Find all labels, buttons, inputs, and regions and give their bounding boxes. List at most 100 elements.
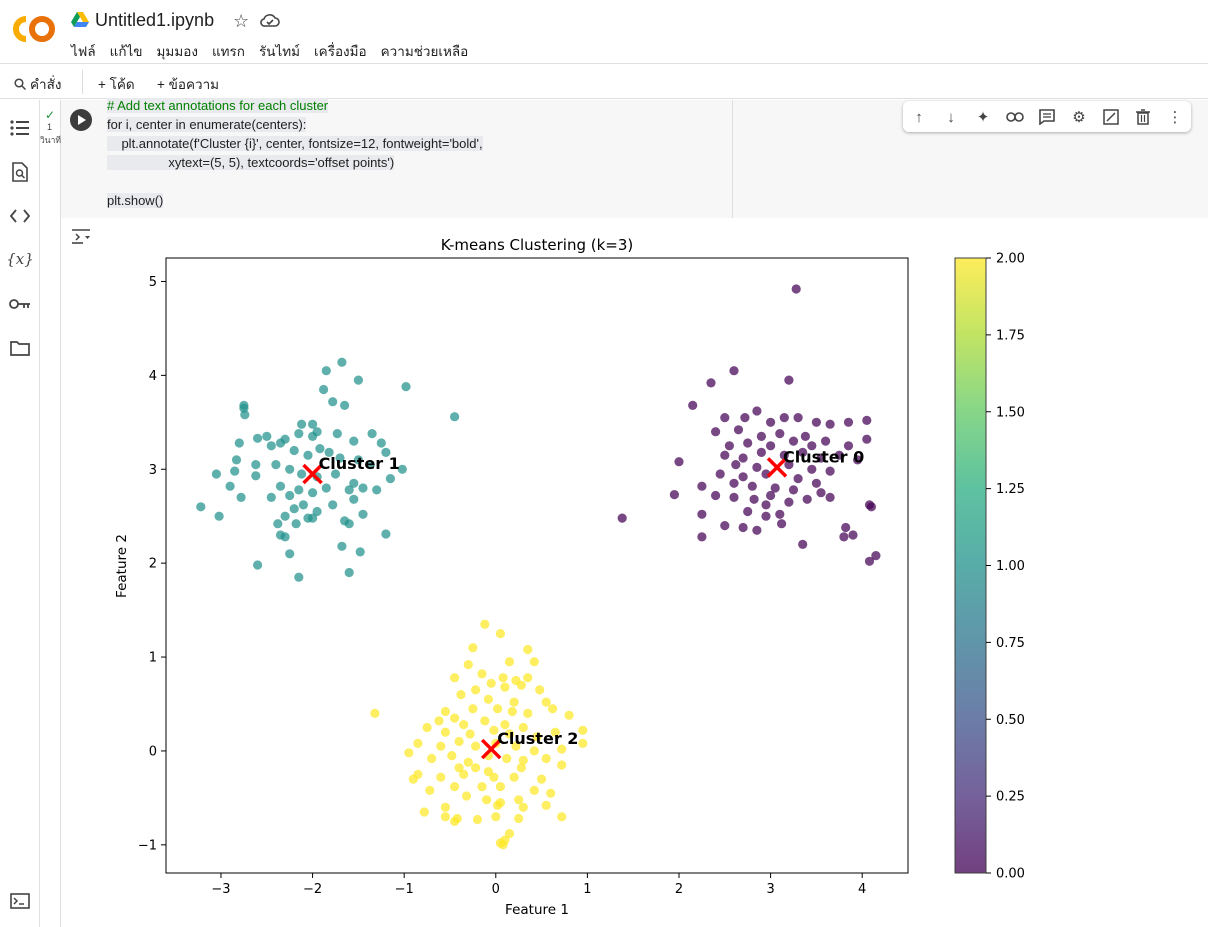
star-icon[interactable]: ☆ [233, 11, 250, 31]
point-cluster-0 [853, 455, 863, 465]
point-cluster-0 [706, 378, 716, 388]
menu-view[interactable]: มุมมอง [156, 44, 198, 59]
menu-file[interactable]: ไฟล์ [71, 44, 96, 59]
point-cluster-2 [523, 644, 533, 655]
point-cluster-0 [862, 415, 872, 425]
point-cluster-2 [436, 772, 446, 782]
colorbar-tick-label: 0.50 [996, 713, 1025, 728]
notebook-title[interactable]: Untitled1.ipynb [95, 10, 215, 30]
point-cluster-0 [738, 472, 748, 482]
point-cluster-1 [353, 455, 363, 465]
point-cluster-1 [319, 384, 329, 395]
point-cluster-0 [839, 532, 849, 542]
search-icon [14, 78, 26, 90]
y-axis-label: Feature 2 [114, 534, 130, 598]
point-cluster-1 [211, 469, 221, 479]
point-cluster-0 [711, 427, 721, 437]
colorbar-tick-label: 1.25 [996, 482, 1025, 497]
point-cluster-2 [450, 816, 460, 827]
point-cluster-1 [328, 500, 338, 510]
point-cluster-0 [743, 506, 753, 517]
menu-tools[interactable]: เครื่องมือ [314, 44, 367, 59]
point-cluster-0 [798, 539, 808, 549]
point-cluster-0 [749, 494, 759, 504]
gear-icon[interactable]: ⚙ [1072, 109, 1086, 126]
more-options-icon[interactable]: ⋮ [1167, 109, 1183, 126]
point-cluster-2 [557, 812, 567, 822]
x-tick-label: 1 [583, 882, 591, 897]
point-cluster-0 [775, 429, 785, 439]
point-cluster-1 [397, 464, 407, 474]
delete-icon[interactable] [1133, 107, 1153, 127]
code-editor[interactable]: # Add text annotations for each cluster … [100, 98, 732, 218]
point-cluster-1 [271, 460, 281, 470]
add-code-button[interactable]: + โค้ด [98, 73, 135, 95]
point-cluster-2 [493, 800, 503, 811]
point-cluster-2 [504, 657, 515, 667]
find-replace-icon[interactable] [9, 161, 31, 183]
point-cluster-1 [337, 541, 347, 551]
point-cluster-2 [413, 738, 423, 748]
point-cluster-2 [529, 785, 539, 796]
menu-runtime[interactable]: รันไทม์ [258, 44, 301, 59]
point-cluster-1 [376, 438, 386, 448]
code-line-3-text: plt.annotate(f'Cluster {i}', center, fon… [107, 136, 483, 151]
variables-icon[interactable]: {𝑥} [6, 250, 34, 268]
point-cluster-2 [408, 774, 418, 784]
point-cluster-1 [344, 567, 354, 578]
point-cluster-1 [365, 460, 375, 470]
move-down-icon[interactable]: ↓ [947, 108, 955, 126]
point-cluster-0 [752, 462, 762, 472]
point-cluster-0 [738, 453, 748, 463]
point-cluster-0 [779, 450, 789, 460]
point-cluster-0 [807, 464, 817, 474]
add-text-button[interactable]: + ข้อความ [157, 73, 219, 95]
x-tick-label: 2 [675, 882, 683, 897]
menu-edit[interactable]: แก้ไข [109, 44, 143, 59]
point-cluster-2 [450, 782, 460, 792]
point-cluster-0 [800, 431, 811, 441]
output-toggle-icon[interactable] [71, 227, 91, 245]
cloud-saved-icon[interactable] [260, 12, 280, 28]
point-cluster-1 [335, 453, 345, 463]
terminal-icon[interactable] [9, 890, 31, 912]
colorbar-tick-label: 0.25 [996, 790, 1025, 805]
point-cluster-0 [766, 490, 776, 501]
y-axis: −1 0 1 2 3 4 5 [138, 275, 166, 853]
point-cluster-1 [330, 469, 341, 479]
secrets-key-icon[interactable] [9, 293, 31, 315]
colorbar-ticks: 0.00 0.25 0.50 0.75 1.00 1.25 1.50 1.75 2.00 [986, 252, 1025, 882]
move-up-icon[interactable]: ↑ [915, 108, 923, 126]
point-cluster-1 [231, 455, 242, 465]
point-cluster-1 [328, 397, 338, 407]
code-snippets-icon[interactable] [9, 205, 31, 227]
point-cluster-2 [495, 782, 505, 792]
point-cluster-2 [548, 704, 558, 714]
colab-logo[interactable] [12, 14, 56, 44]
command-button[interactable]: คำสั่ง [14, 73, 61, 95]
point-cluster-0 [740, 413, 750, 423]
menu-insert[interactable]: แทรก [211, 44, 245, 59]
comment-icon[interactable] [1037, 107, 1057, 127]
point-cluster-1 [303, 450, 313, 460]
point-cluster-0 [793, 413, 803, 423]
point-cluster-1 [251, 471, 261, 481]
files-folder-icon[interactable] [9, 337, 31, 359]
mirror-cell-icon[interactable] [1101, 107, 1121, 127]
colorbar-tick-label: 1.75 [996, 328, 1025, 343]
chart-title: K-means Clustering (k=3) [441, 236, 634, 254]
point-cluster-0 [756, 447, 767, 457]
drive-icon[interactable] [71, 12, 89, 28]
gemini-sparkle-icon[interactable]: ✦ [976, 109, 990, 126]
cluster-centers: Cluster 0 Cluster 1 Cluster 2 [302, 447, 864, 760]
center-label-0: Cluster 0 [783, 447, 864, 466]
x-tick-label: 0 [492, 882, 500, 897]
y-tick-label: 2 [149, 557, 157, 572]
link-icon[interactable] [1005, 107, 1025, 127]
run-cell-button[interactable] [70, 109, 92, 131]
menu-help[interactable]: ความช่วยเหลือ [380, 44, 469, 59]
point-cluster-1 [349, 494, 359, 504]
point-cluster-0 [697, 509, 707, 519]
point-cluster-1 [285, 464, 295, 474]
table-of-contents-icon[interactable] [9, 117, 31, 139]
